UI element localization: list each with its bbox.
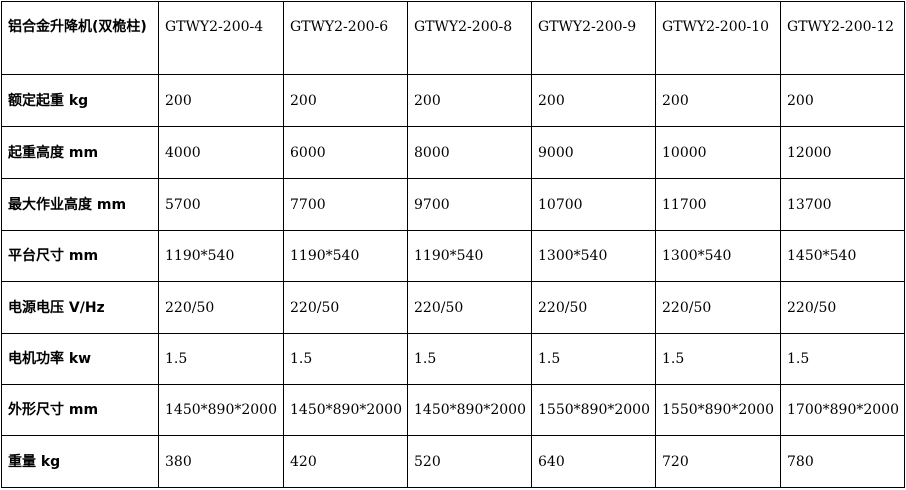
spec-value-cell: 1.5 bbox=[780, 333, 905, 385]
spec-label-cell: 平台尺寸 mm bbox=[1, 230, 159, 282]
spec-value-cell: 780 bbox=[780, 435, 905, 488]
spec-value-cell: 1190*540 bbox=[407, 230, 532, 282]
model-header-cell: GTWY2-200-6 bbox=[283, 1, 408, 75]
spec-label-cell: 起重高度 mm bbox=[1, 126, 159, 179]
spec-label-cell: 外形尺寸 mm bbox=[1, 384, 159, 436]
model-header-cell: GTWY2-200-9 bbox=[531, 1, 656, 75]
model-header-cell: GTWY2-200-10 bbox=[655, 1, 781, 75]
table-row: 外形尺寸 mm 1450*890*2000 1450*890*2000 1450*89… bbox=[1, 384, 905, 436]
table-row: 平台尺寸 mm 1190*540 1190*540 1190*540 1300*540 1… bbox=[1, 230, 905, 282]
spec-label-cell: 电机功率 kw bbox=[1, 333, 159, 385]
model-header-cell: GTWY2-200-12 bbox=[780, 1, 905, 75]
spec-value-cell: 10700 bbox=[531, 178, 656, 231]
spec-value-cell: 1.5 bbox=[531, 333, 656, 385]
spec-value-cell: 220/50 bbox=[780, 281, 905, 334]
spec-value-cell: 640 bbox=[531, 435, 656, 488]
spec-label-cell: 电源电压 V/Hz bbox=[1, 281, 159, 334]
spec-value-cell: 5700 bbox=[158, 178, 284, 231]
spec-value-cell: 520 bbox=[407, 435, 532, 488]
spec-value-cell: 200 bbox=[780, 74, 905, 127]
spec-value-cell: 220/50 bbox=[158, 281, 284, 334]
spec-value-cell: 9000 bbox=[531, 126, 656, 179]
spec-value-cell: 720 bbox=[655, 435, 781, 488]
spec-value-cell: 1300*540 bbox=[531, 230, 656, 282]
spec-value-cell: 1.5 bbox=[407, 333, 532, 385]
spec-label-cell: 最大作业高度 mm bbox=[1, 178, 159, 231]
table-row: 电源电压 V/Hz 220/50 220/50 220/50 220/50 220/50 2… bbox=[1, 281, 905, 334]
spec-value-cell: 11700 bbox=[655, 178, 781, 231]
spec-value-cell: 13700 bbox=[780, 178, 905, 231]
spec-value-cell: 4000 bbox=[158, 126, 284, 179]
spec-value-cell: 6000 bbox=[283, 126, 408, 179]
spec-value-cell: 200 bbox=[158, 74, 284, 127]
spec-value-cell: 1550*890*2000 bbox=[655, 384, 781, 436]
spec-value-cell: 7700 bbox=[283, 178, 408, 231]
spec-value-cell: 1.5 bbox=[158, 333, 284, 385]
table-row: 起重高度 mm 4000 6000 8000 9000 10000 12000 bbox=[1, 126, 905, 179]
spec-value-cell: 1300*540 bbox=[655, 230, 781, 282]
model-header-cell: GTWY2-200-8 bbox=[407, 1, 532, 75]
spec-value-cell: 10000 bbox=[655, 126, 781, 179]
spec-value-cell: 1450*890*2000 bbox=[283, 384, 408, 436]
spec-value-cell: 200 bbox=[655, 74, 781, 127]
spec-value-cell: 8000 bbox=[407, 126, 532, 179]
header-row: 铝合金升降机(双桅柱) GTWY2-200-4 GTWY2-200-6 GTWY2-2… bbox=[1, 1, 905, 75]
spec-value-cell: 220/50 bbox=[283, 281, 408, 334]
spec-value-cell: 220/50 bbox=[531, 281, 656, 334]
spec-value-cell: 200 bbox=[407, 74, 532, 127]
spec-value-cell: 1.5 bbox=[283, 333, 408, 385]
spec-value-cell: 12000 bbox=[780, 126, 905, 179]
spec-value-cell: 9700 bbox=[407, 178, 532, 231]
spec-value-cell: 1450*890*2000 bbox=[158, 384, 284, 436]
spec-value-cell: 1550*890*2000 bbox=[531, 384, 656, 436]
spec-label-cell: 额定起重 kg bbox=[1, 74, 159, 127]
spec-value-cell: 1190*540 bbox=[158, 230, 284, 282]
spec-value-cell: 1700*890*2000 bbox=[780, 384, 905, 436]
table-row: 最大作业高度 mm 5700 7700 9700 10700 11700 13700 bbox=[1, 178, 905, 231]
spec-value-cell: 1.5 bbox=[655, 333, 781, 385]
spec-value-cell: 420 bbox=[283, 435, 408, 488]
spec-value-cell: 1450*890*2000 bbox=[407, 384, 532, 436]
table-row: 重量 kg 380 420 520 640 720 780 bbox=[1, 435, 905, 488]
spec-value-cell: 220/50 bbox=[655, 281, 781, 334]
model-header-cell: GTWY2-200-4 bbox=[158, 1, 284, 75]
spec-value-cell: 380 bbox=[158, 435, 284, 488]
table-row: 额定起重 kg 200 200 200 200 200 200 bbox=[1, 74, 905, 127]
spec-value-cell: 200 bbox=[531, 74, 656, 127]
spec-value-cell: 220/50 bbox=[407, 281, 532, 334]
spec-value-cell: 1190*540 bbox=[283, 230, 408, 282]
spec-value-cell: 1450*540 bbox=[780, 230, 905, 282]
table-row: 电机功率 kw 1.5 1.5 1.5 1.5 1.5 1.5 bbox=[1, 333, 905, 385]
table-title-cell: 铝合金升降机(双桅柱) bbox=[1, 1, 159, 75]
spec-value-cell: 200 bbox=[283, 74, 408, 127]
spec-label-cell: 重量 kg bbox=[1, 435, 159, 488]
